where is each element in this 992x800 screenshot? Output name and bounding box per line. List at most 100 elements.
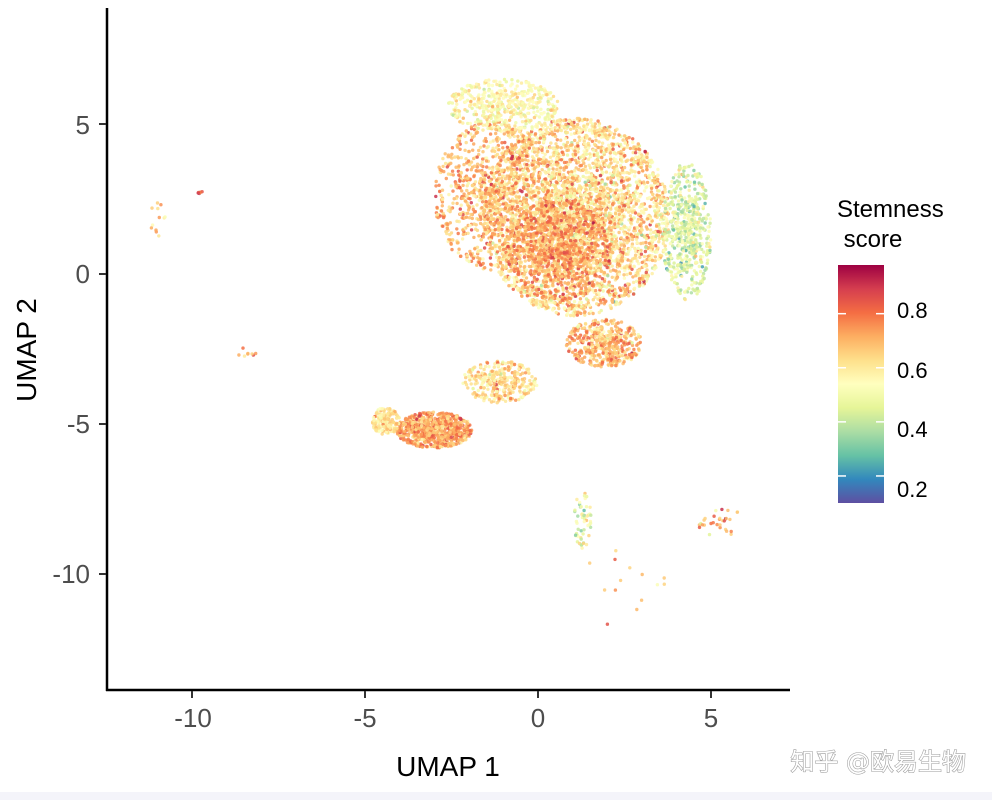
cell-point <box>656 229 660 234</box>
cell-point <box>465 168 469 172</box>
cell-point <box>622 165 627 170</box>
cell-point <box>608 255 612 260</box>
cell-point <box>482 217 487 222</box>
cell-point <box>458 136 462 140</box>
cell-point <box>621 147 626 152</box>
cell-point <box>550 159 554 163</box>
cell-point <box>636 232 640 236</box>
cell-point <box>470 216 474 221</box>
cell-point <box>484 199 488 204</box>
cell-point <box>650 172 655 176</box>
cell-point <box>459 170 463 175</box>
cell-point <box>531 303 536 307</box>
cell-point <box>607 226 611 230</box>
cell-point <box>564 143 568 147</box>
cell-point <box>500 257 505 262</box>
cell-point <box>491 205 495 209</box>
cell-point <box>584 198 588 202</box>
cell-point <box>513 182 518 186</box>
cell-point <box>540 300 544 304</box>
cell-point <box>479 238 483 242</box>
cell-point <box>467 149 471 154</box>
cell-point <box>493 212 498 216</box>
cell-point <box>591 148 595 152</box>
cell-point <box>644 225 649 229</box>
cell-point <box>557 192 561 196</box>
cell-point <box>549 193 553 198</box>
cell-point <box>653 214 658 218</box>
cell-point <box>524 206 528 210</box>
cell-point <box>515 225 520 229</box>
cell-point <box>584 303 588 307</box>
cell-point <box>524 154 529 158</box>
cell-point <box>596 297 600 301</box>
cell-point <box>644 240 648 245</box>
cell-point <box>588 191 592 196</box>
cell-point <box>573 158 578 162</box>
cell-point <box>607 213 612 217</box>
cell-point <box>632 226 637 230</box>
cell-point <box>435 205 439 210</box>
cell-point <box>626 258 630 262</box>
cell-point <box>500 263 505 268</box>
cell-point <box>630 237 635 242</box>
cell-point <box>577 189 582 193</box>
cell-point <box>600 180 604 184</box>
cell-point <box>497 255 501 260</box>
cell-point <box>520 158 525 162</box>
cell-point <box>631 292 636 296</box>
cell-point <box>546 189 550 194</box>
cell-point <box>625 236 629 240</box>
cell-point <box>458 185 462 190</box>
cell-point <box>617 205 622 209</box>
cell-point <box>583 128 587 132</box>
cell-point <box>562 306 566 310</box>
cell-point <box>476 217 481 222</box>
cell-point <box>458 207 462 211</box>
cell-point <box>635 220 640 224</box>
cell-point <box>653 259 657 263</box>
cell-point <box>560 176 564 180</box>
cell-point <box>488 250 492 254</box>
cell-point <box>472 164 477 168</box>
cell-point <box>634 147 638 152</box>
cell-point <box>584 183 588 187</box>
cell-point <box>608 189 613 193</box>
cell-point <box>611 142 615 146</box>
cell-point <box>622 195 627 199</box>
cell-point <box>439 193 443 198</box>
cell-point <box>573 138 577 143</box>
cell-point <box>655 178 659 182</box>
cell-point <box>578 138 582 143</box>
cell-point <box>499 273 503 277</box>
cell-point <box>628 214 633 218</box>
cell-point <box>573 152 578 157</box>
cell-point <box>663 187 667 191</box>
cell-point <box>499 176 504 181</box>
cell-point <box>456 231 460 236</box>
cell-point <box>501 247 506 252</box>
cell-point <box>506 277 511 282</box>
cell-point <box>545 164 549 169</box>
cell-point <box>634 180 639 184</box>
cell-point <box>483 171 487 175</box>
cell-point <box>455 219 459 223</box>
cell-point <box>463 134 467 138</box>
cell-point <box>516 157 520 161</box>
cell-point <box>550 130 554 135</box>
cell-point <box>496 221 501 225</box>
cell-point <box>515 204 520 209</box>
cell-point <box>530 155 535 159</box>
cell-point <box>527 140 531 144</box>
cell-point <box>648 232 653 236</box>
cell-point <box>615 245 620 249</box>
cell-point <box>507 180 511 185</box>
cell-point <box>462 192 466 196</box>
cell-point <box>654 244 658 248</box>
cell-point <box>475 263 479 267</box>
cell-point <box>564 165 569 170</box>
cell-point <box>529 243 533 248</box>
cell-point <box>483 227 488 232</box>
cell-point <box>616 216 620 220</box>
cell-point <box>655 202 659 206</box>
